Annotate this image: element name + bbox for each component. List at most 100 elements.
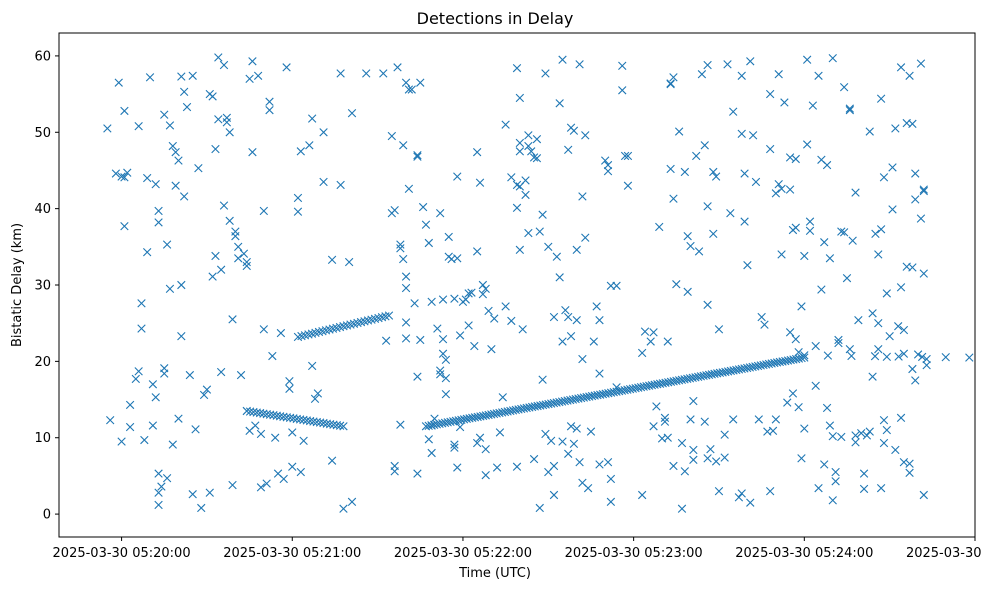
data-point xyxy=(911,376,920,385)
data-point xyxy=(245,74,254,84)
data-point xyxy=(558,337,567,346)
data-point xyxy=(916,214,926,223)
data-point xyxy=(205,488,214,497)
data-point xyxy=(777,184,786,193)
data-point xyxy=(401,283,411,293)
data-point xyxy=(228,480,237,490)
data-point xyxy=(564,449,573,458)
data-point xyxy=(606,474,616,484)
data-point xyxy=(689,455,698,465)
data-point xyxy=(404,184,414,193)
data-point xyxy=(387,131,397,141)
data-point xyxy=(672,280,681,289)
data-point xyxy=(797,302,806,311)
data-point xyxy=(464,289,473,298)
data-point xyxy=(683,231,692,241)
data-point xyxy=(436,209,445,218)
data-point xyxy=(165,121,175,130)
y-tick-label: 0 xyxy=(43,508,51,523)
data-point xyxy=(438,349,448,358)
data-point xyxy=(876,225,886,234)
data-point xyxy=(828,432,837,441)
data-point xyxy=(572,315,581,325)
data-point xyxy=(783,398,792,407)
data-point xyxy=(603,457,613,467)
data-point xyxy=(214,53,223,62)
data-point xyxy=(874,344,883,354)
data-point xyxy=(222,113,232,122)
data-point xyxy=(825,254,835,263)
data-point xyxy=(754,415,763,424)
data-point xyxy=(103,124,112,133)
data-point xyxy=(805,217,815,226)
data-point xyxy=(293,207,303,216)
data-point xyxy=(578,354,587,364)
data-point xyxy=(822,160,832,170)
data-point xyxy=(174,156,183,165)
data-point xyxy=(327,255,337,264)
data-point xyxy=(891,124,900,133)
data-point xyxy=(225,216,234,226)
data-point xyxy=(720,453,729,462)
data-point xyxy=(444,232,453,242)
data-point xyxy=(305,416,315,426)
data-point xyxy=(228,315,237,324)
x-tick-label: 2025-03-30 05:25:00 xyxy=(906,546,986,561)
data-point xyxy=(831,467,840,477)
data-point xyxy=(703,300,712,310)
data-point xyxy=(663,433,672,442)
data-point xyxy=(168,440,177,449)
data-point xyxy=(208,272,217,281)
data-point xyxy=(828,496,837,505)
data-point xyxy=(874,318,883,328)
data-point xyxy=(325,419,335,429)
data-point xyxy=(800,251,809,261)
data-point xyxy=(703,454,712,463)
data-point xyxy=(413,152,422,161)
data-point xyxy=(797,454,806,463)
data-point xyxy=(899,325,909,335)
data-point xyxy=(748,131,758,140)
data-point xyxy=(808,101,818,110)
data-point xyxy=(151,180,160,189)
data-point xyxy=(876,483,886,493)
data-point xyxy=(512,203,522,213)
data-point xyxy=(941,353,950,362)
data-point xyxy=(518,325,527,334)
data-point xyxy=(285,413,295,423)
data-point xyxy=(802,55,812,64)
data-point xyxy=(271,433,280,442)
data-point xyxy=(791,154,800,164)
data-point xyxy=(521,190,530,200)
data-point xyxy=(618,86,627,95)
data-point xyxy=(269,411,278,420)
data-point xyxy=(922,360,931,370)
data-point xyxy=(216,367,226,377)
data-point xyxy=(216,265,226,274)
data-point xyxy=(299,436,308,445)
data-point xyxy=(689,396,698,406)
data-point xyxy=(896,63,906,72)
data-point xyxy=(894,322,903,331)
data-point xyxy=(498,393,507,402)
data-point xyxy=(541,69,550,78)
data-point xyxy=(441,373,451,383)
data-point xyxy=(734,493,744,502)
data-point xyxy=(154,206,163,216)
data-point xyxy=(512,63,522,73)
data-point xyxy=(478,280,488,290)
data-point xyxy=(771,189,781,198)
data-point xyxy=(862,431,872,440)
data-point xyxy=(501,302,510,311)
data-point xyxy=(703,202,712,211)
chart-title: Detections in Delay xyxy=(417,9,574,28)
x-tick-label: 2025-03-30 05:23:00 xyxy=(565,546,703,561)
data-point xyxy=(453,254,462,263)
data-point xyxy=(600,156,610,165)
data-point xyxy=(649,328,658,337)
data-point xyxy=(780,98,789,107)
data-point xyxy=(868,372,877,381)
data-point xyxy=(871,229,880,239)
data-point xyxy=(851,438,860,447)
y-tick-label: 10 xyxy=(34,431,51,446)
